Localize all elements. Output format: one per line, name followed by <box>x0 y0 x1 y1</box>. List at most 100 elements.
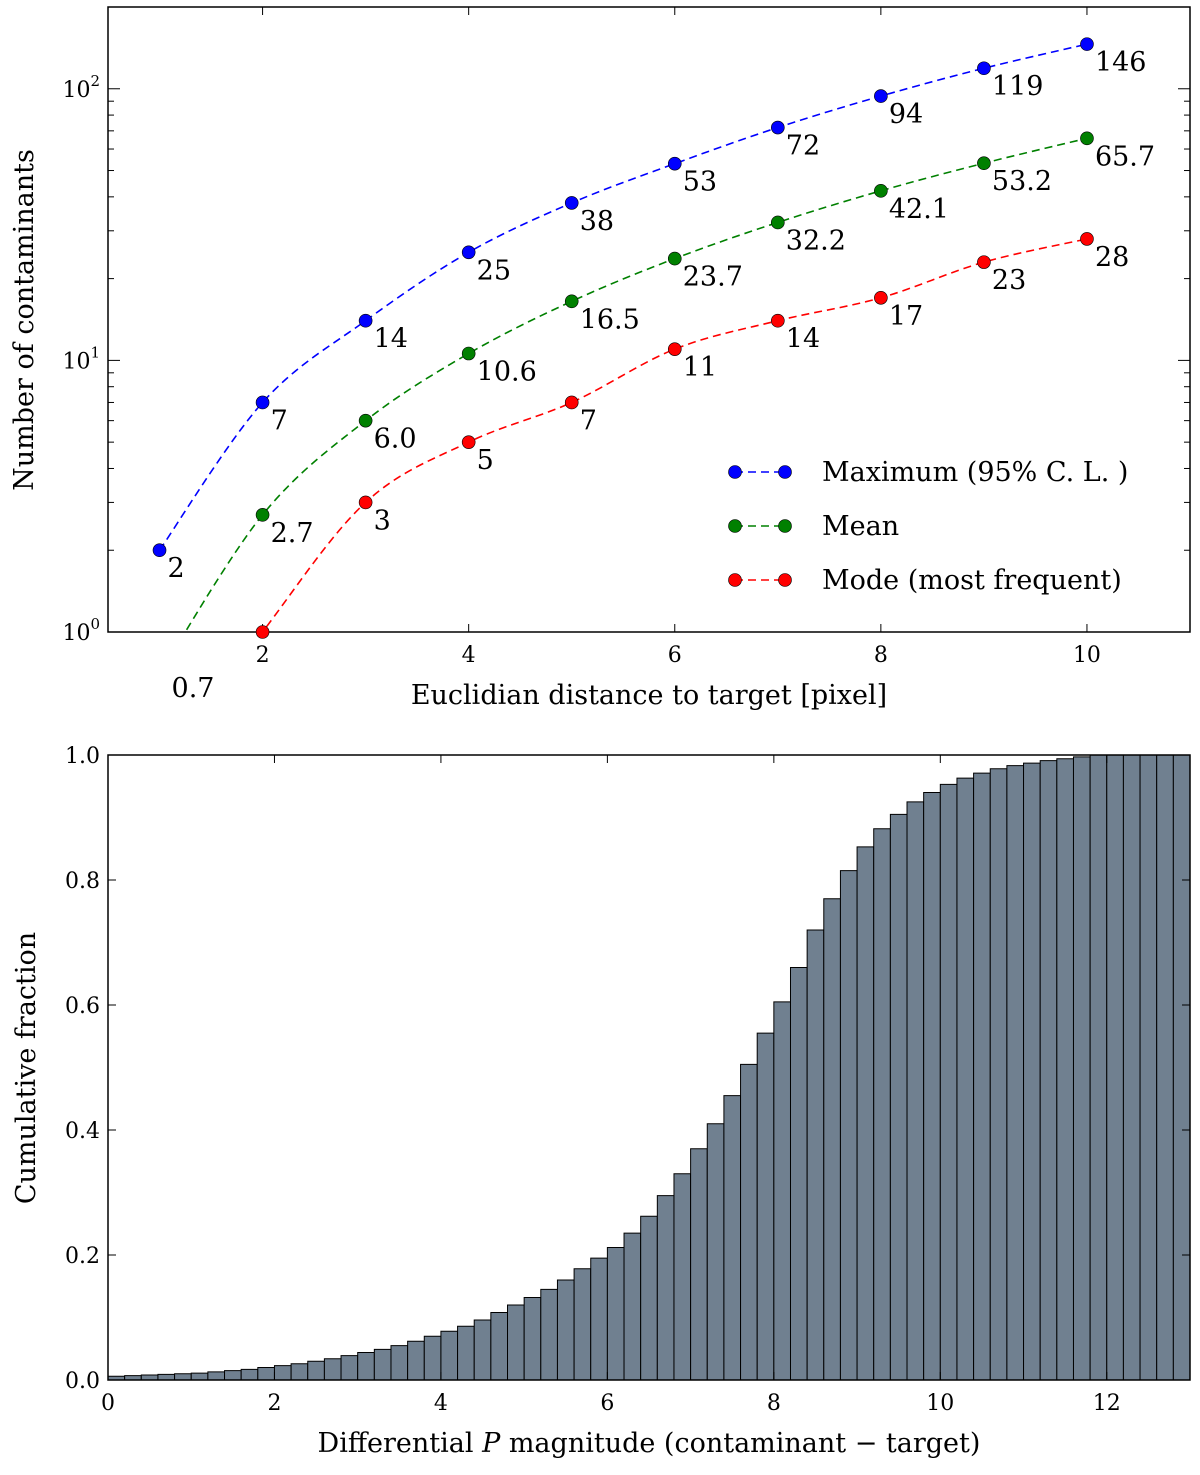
series-point-0 <box>667 156 682 171</box>
histogram-bar <box>1006 765 1025 1381</box>
data-label: 38 <box>580 206 614 237</box>
series-point-2 <box>564 395 579 410</box>
histogram-bar <box>224 1370 242 1381</box>
series-point-2 <box>977 255 991 269</box>
histogram-bar <box>407 1340 425 1381</box>
bottom-x-tick-label: 4 <box>434 1391 448 1416</box>
series-point-1 <box>667 251 682 266</box>
data-label: 14 <box>374 324 408 355</box>
histogram-bar <box>1122 754 1141 1381</box>
data-label: 32.2 <box>786 225 846 256</box>
series-point-1 <box>255 508 270 522</box>
series-point-2 <box>461 435 476 449</box>
data-label: 14 <box>786 324 820 355</box>
bottom-y-axis-title: Cumulative fraction <box>11 932 42 1204</box>
series-point-2 <box>358 495 373 510</box>
data-label: 17 <box>889 301 923 332</box>
legend-marker <box>728 573 742 587</box>
series-point-0 <box>461 245 476 260</box>
legend-label: Maximum (95% C. L. ) <box>822 457 1128 488</box>
data-label: 72 <box>786 131 820 162</box>
series-point-2 <box>771 313 785 328</box>
top-axis-ticks: 2 4 6 8 10 100 101 102 <box>62 6 1190 668</box>
histogram-bar <box>1156 754 1174 1381</box>
series-point-0 <box>1080 37 1094 51</box>
top-y-axis-title: Number of contaminants <box>9 149 40 491</box>
histogram-bar <box>640 1215 658 1381</box>
data-label: 5 <box>477 445 494 476</box>
histogram-bar <box>307 1360 325 1381</box>
histogram-bar <box>1056 758 1074 1381</box>
histogram-bar <box>623 1232 642 1381</box>
histogram-bar <box>656 1195 675 1381</box>
top-x-tick-label: 2 <box>256 643 270 668</box>
data-label: 53 <box>683 167 717 198</box>
bottom-y-tick-label: 0.0 <box>65 1369 100 1394</box>
bottom-chart: 0 2 4 6 8 10 12 0.0 0.2 0.4 0.6 0.8 1.0 Differential… <box>11 744 1191 1459</box>
histogram-bar <box>507 1304 525 1381</box>
histogram-bar <box>323 1358 342 1381</box>
histogram-bar <box>157 1373 176 1381</box>
data-label: 23.7 <box>683 262 743 293</box>
bottom-x-tick-label: 0 <box>101 1391 115 1416</box>
series-point-2 <box>667 342 682 356</box>
series-point-1 <box>771 215 785 230</box>
histogram-bar <box>690 1148 708 1381</box>
histogram-bar <box>590 1257 608 1381</box>
bottom-x-axis-title: Differential P magnitude (contaminant − … <box>318 1428 981 1459</box>
top-series-layer <box>152 37 1094 639</box>
histogram-bar <box>340 1355 359 1381</box>
series-point-1 <box>1080 131 1094 146</box>
data-label: 10.6 <box>477 357 537 388</box>
histogram-bar <box>756 1032 775 1381</box>
histogram-bar <box>856 846 875 1381</box>
histogram-bar <box>1139 754 1158 1381</box>
top-y-tick-label: 100 <box>62 615 100 646</box>
legend-marker <box>778 573 792 587</box>
data-label: 2 <box>168 553 185 584</box>
histogram-bar <box>523 1297 542 1381</box>
histogram-bar <box>1106 754 1124 1381</box>
histogram-bar <box>939 783 958 1381</box>
data-label: 42.1 <box>889 194 949 225</box>
histogram-bar <box>556 1279 575 1381</box>
histogram-bar <box>357 1352 375 1381</box>
series-point-1 <box>358 413 373 428</box>
histogram-bar <box>390 1345 409 1381</box>
data-label: 119 <box>992 71 1044 102</box>
data-label: 0.7 <box>172 673 215 704</box>
histogram-bar <box>789 967 808 1381</box>
legend-label: Mode (most frequent) <box>822 565 1122 596</box>
series-point-0 <box>771 120 785 135</box>
histogram-bar <box>823 898 841 1381</box>
series-point-0 <box>255 395 270 410</box>
histogram-bar <box>1039 760 1058 1381</box>
legend-marker <box>728 519 742 533</box>
top-y-tick-label: 102 <box>62 72 100 103</box>
bottom-axis-ticks: 0 2 4 6 8 10 12 0.0 0.2 0.4 0.6 0.8 1.0 <box>65 744 1190 1416</box>
series-point-1 <box>977 156 991 171</box>
series-point-0 <box>358 313 373 328</box>
data-label: 2.7 <box>271 518 314 549</box>
series-point-0 <box>977 61 991 76</box>
bottom-y-tick-label: 0.6 <box>65 994 100 1019</box>
bottom-x-tick-label: 2 <box>267 1391 281 1416</box>
data-label: 6.0 <box>374 424 417 455</box>
histogram-bar <box>773 1001 791 1381</box>
top-plot-frame <box>107 6 1191 633</box>
histogram-bar <box>1089 754 1108 1381</box>
data-label: 3 <box>374 505 391 536</box>
histogram-bar <box>440 1330 459 1381</box>
series-point-0 <box>152 543 167 558</box>
top-x-tick-label: 8 <box>874 643 888 668</box>
bottom-x-tick-label: 6 <box>600 1391 614 1416</box>
histogram-bar <box>473 1319 492 1381</box>
series-point-1 <box>564 294 579 309</box>
legend-marker <box>778 465 792 479</box>
bottom-y-tick-label: 0.8 <box>65 869 100 894</box>
histogram-bar <box>373 1348 392 1381</box>
data-label: 53.2 <box>992 166 1052 197</box>
histogram-bar <box>174 1373 192 1381</box>
legend-label: Mean <box>822 511 899 542</box>
